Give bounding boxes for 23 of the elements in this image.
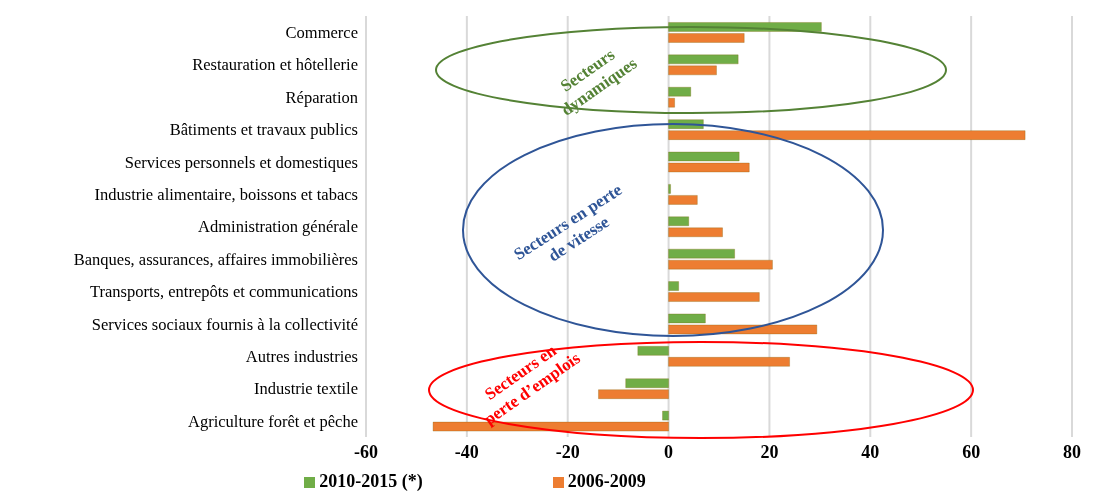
x-tick-label: -40: [454, 441, 479, 462]
y-tick-label: Commerce: [285, 23, 358, 43]
y-tick-label: Administration générale: [198, 217, 358, 237]
y-tick-label: Industrie alimentaire, boissons et tabacs: [94, 184, 358, 204]
y-tick-label: Services personnels et domestiques: [124, 152, 358, 172]
x-tick-label: 60: [962, 441, 981, 462]
y-tick-label: Réparation: [285, 87, 358, 107]
y-tick-label: Autres industries: [245, 346, 358, 366]
y-tick-label: Industrie textile: [253, 379, 358, 399]
y-tick-label: Banques, assurances, affaires immobilières: [73, 249, 358, 269]
legend-label: 2010-2015 (*): [319, 471, 423, 491]
x-tick-label: 0: [664, 441, 674, 462]
y-tick-label: Services sociaux fournis à la collectivité: [91, 314, 358, 334]
y-tick-label: Bâtiments et travaux publics: [169, 120, 358, 140]
y-tick-label: Restauration et hôtellerie: [192, 55, 358, 75]
x-tick-label: -60: [354, 441, 378, 462]
x-tick-label: 40: [861, 441, 880, 462]
x-tick-label: 80: [1063, 441, 1081, 462]
x-tick-label: -20: [555, 441, 580, 462]
y-tick-label: Transports, entrepôts et communications: [90, 282, 358, 302]
y-tick-label: Agriculture forêt et pêche: [188, 411, 358, 431]
x-tick-label: 20: [760, 441, 779, 462]
legend-label: 2006-2009: [567, 471, 646, 491]
